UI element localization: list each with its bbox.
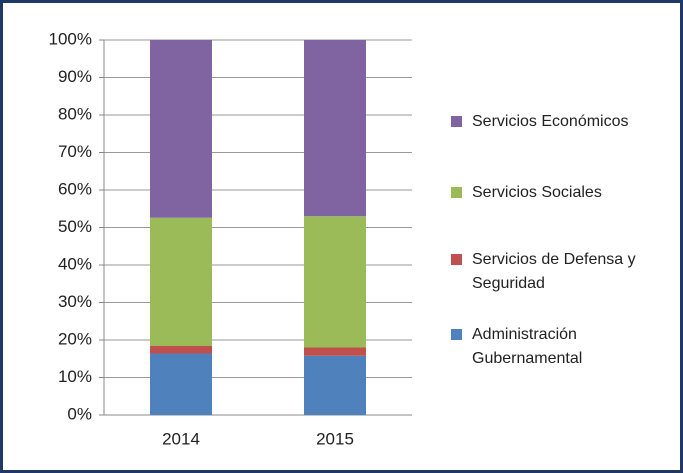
y-tick-label: 50% — [58, 217, 92, 236]
bar-segment — [150, 217, 212, 346]
legend-item: Servicios Sociales — [451, 181, 661, 205]
y-tick-label: 70% — [58, 142, 92, 161]
y-tick-label: 0% — [67, 404, 92, 423]
legend-item: Servicios de Defensa y Seguridad — [451, 248, 661, 296]
bar-segment — [150, 40, 212, 218]
bar-segment — [304, 347, 366, 356]
y-tick-label: 10% — [58, 367, 92, 386]
x-tick-label: 2015 — [316, 429, 354, 448]
bar-segment — [304, 355, 366, 415]
y-tick-label: 60% — [58, 179, 92, 198]
y-tick-label: 30% — [58, 292, 92, 311]
legend-swatch — [451, 254, 462, 265]
bar-segment — [304, 40, 366, 217]
legend-label: Servicios de Defensa y Seguridad — [472, 251, 636, 292]
y-tick-label: 100% — [49, 29, 92, 48]
y-tick-label: 40% — [58, 254, 92, 273]
plot: 0% 10% 20% 30% 40% 50% 60% 70% 80% 90% 100% 2014 201… — [49, 29, 412, 448]
bar-segment — [150, 353, 212, 415]
x-tick-label: 2014 — [162, 429, 200, 448]
legend-swatch — [451, 187, 462, 198]
legend-swatch — [451, 329, 462, 340]
legend-label: Servicios Económicos — [472, 113, 629, 130]
y-tick-label: 80% — [58, 104, 92, 123]
legend-item: Administración Gubernamental — [451, 323, 661, 371]
legend-item: Servicios Económicos — [451, 110, 661, 134]
y-tick-label: 20% — [58, 329, 92, 348]
bar-segment — [304, 216, 366, 348]
legend-swatch — [451, 116, 462, 127]
bar-segment — [150, 346, 212, 354]
legend-label: Administración Gubernamental — [472, 326, 583, 367]
y-tick-label: 90% — [58, 67, 92, 86]
legend-label: Servicios Sociales — [472, 184, 602, 201]
